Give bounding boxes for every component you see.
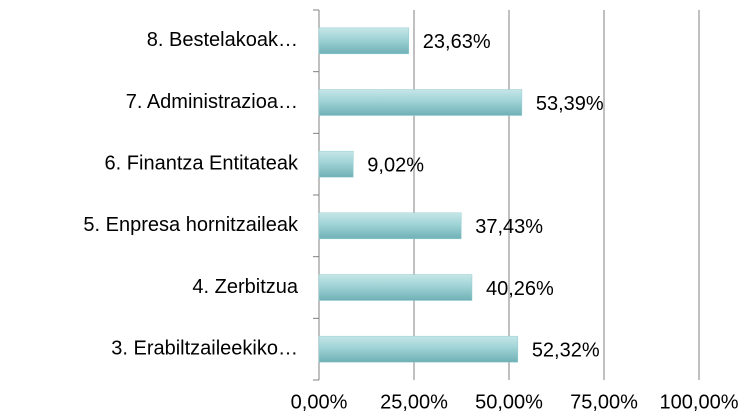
value-label: 37,43%: [475, 216, 543, 238]
bar: [318, 274, 473, 301]
value-label: 9,02%: [367, 154, 424, 176]
value-label: 52,32%: [532, 339, 600, 361]
y-tick-label: 8. Bestelakoak…: [147, 29, 298, 51]
x-tick-label: 100,00%: [660, 391, 739, 413]
value-label: 40,26%: [486, 278, 554, 300]
value-label: 53,39%: [536, 93, 604, 115]
x-tick-label: 0,00%: [291, 391, 348, 413]
value-label: 23,63%: [423, 31, 491, 53]
x-tick-label: 75,00%: [570, 391, 638, 413]
bar: [318, 212, 462, 240]
bar: [318, 150, 354, 178]
y-tick-label: 4. Zerbitzua: [192, 276, 298, 298]
bar: [318, 335, 519, 363]
y-tick-label: 5. Enpresa hornitzaileak: [83, 214, 299, 236]
bar: [318, 27, 410, 55]
x-tick-label: 50,00%: [475, 391, 543, 413]
bar: [318, 89, 523, 116]
y-tick-label: 7. Administrazioa…: [126, 91, 298, 113]
y-tick-label: 3. Erabiltzaileekiko…: [111, 337, 298, 359]
x-tick-label: 25,00%: [380, 391, 448, 413]
y-tick-label: 6. Finantza Entitateak: [105, 152, 299, 174]
